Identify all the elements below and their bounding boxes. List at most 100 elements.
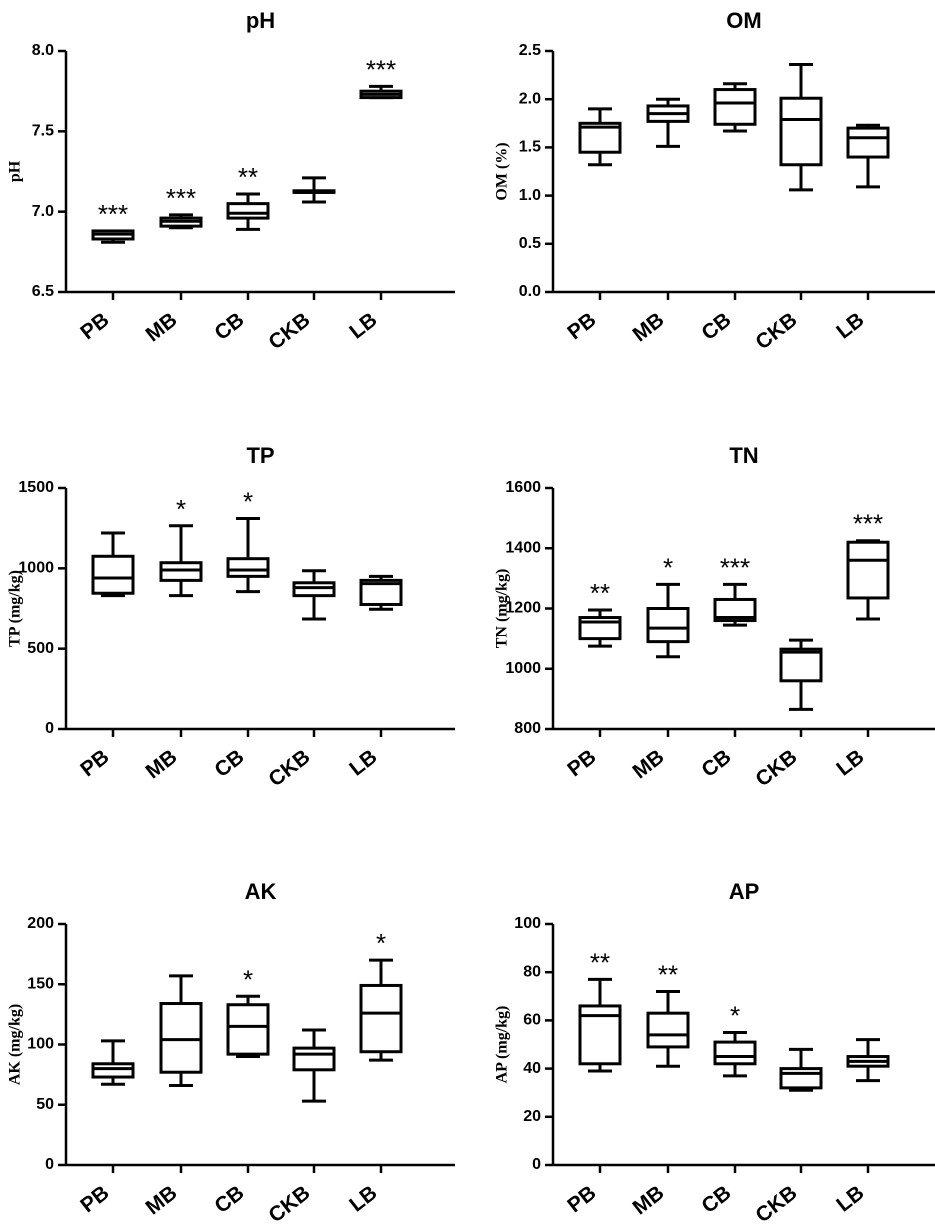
x-tick-label: CB bbox=[697, 745, 735, 782]
chart-title-tp: TP bbox=[246, 443, 274, 468]
significance-marker: * bbox=[243, 964, 253, 994]
box-ak-pb bbox=[91, 1039, 135, 1086]
chart-panel-tn: TN TN (mg/kg) 800 1000 1200 1400 1600 PB ** MB * CB… bbox=[494, 443, 935, 791]
box-ap-cb bbox=[713, 1030, 757, 1078]
significance-marker: * bbox=[663, 552, 673, 582]
y-tick-label: 1000 bbox=[505, 660, 541, 677]
iqr-box bbox=[159, 1002, 203, 1074]
y-tick-label: 50 bbox=[36, 1096, 54, 1113]
box-ph-ckb bbox=[292, 176, 336, 204]
box-tp-cb bbox=[226, 517, 270, 594]
box-tn-pb bbox=[578, 608, 622, 648]
y-tick-label: 500 bbox=[27, 640, 54, 657]
chart-panel-ap: AP AP (mg/kg) 0 20 40 60 80 100 PB ** MB ** CB * CKB LB bbox=[494, 879, 935, 1227]
significance-marker: *** bbox=[720, 552, 750, 582]
box-ph-cb bbox=[226, 192, 270, 231]
iqr-box bbox=[359, 983, 403, 1054]
x-tick-label: MB bbox=[142, 1181, 182, 1219]
box-tn-ckb bbox=[779, 638, 823, 711]
y-tick-label: 1400 bbox=[505, 539, 541, 556]
x-tick-label: CB bbox=[697, 308, 735, 345]
chart-title-ph: pH bbox=[246, 8, 275, 33]
iqr-box bbox=[91, 554, 135, 595]
box-om-pb bbox=[578, 107, 622, 167]
y-axis-label-ap: AP (mg/kg) bbox=[494, 1006, 511, 1084]
y-tick-label: 0 bbox=[532, 1156, 541, 1173]
x-tick-label: PB bbox=[563, 745, 600, 781]
y-tick-label: 2.0 bbox=[519, 90, 541, 107]
y-tick-label: 8.0 bbox=[32, 42, 54, 59]
x-tick-label: CB bbox=[210, 745, 248, 782]
iqr-box bbox=[91, 1062, 135, 1079]
chart-panel-om: OM OM (%) 0.0 0.5 1.0 1.5 2.0 2.5 PB MB CB CKB LB bbox=[494, 8, 935, 354]
iqr-box bbox=[226, 202, 270, 220]
x-tick-label: PB bbox=[76, 308, 113, 344]
iqr-box bbox=[292, 1046, 336, 1072]
significance-marker: *** bbox=[166, 183, 196, 213]
iqr-box bbox=[292, 581, 336, 598]
y-tick-label: 0.5 bbox=[519, 235, 541, 252]
x-tick-label: CKB bbox=[264, 745, 314, 791]
box-tn-mb bbox=[646, 582, 690, 659]
iqr-box bbox=[226, 1003, 270, 1056]
y-tick-label: 0 bbox=[45, 720, 54, 737]
box-tp-mb bbox=[159, 524, 203, 598]
box-ap-ckb bbox=[779, 1047, 823, 1092]
x-tick-label: CB bbox=[210, 1181, 248, 1218]
y-tick-label: 60 bbox=[523, 1012, 541, 1029]
iqr-box bbox=[779, 1067, 823, 1090]
y-tick-label: 1000 bbox=[18, 560, 54, 577]
x-tick-label: LB bbox=[832, 1181, 868, 1216]
significance-marker: * bbox=[730, 1000, 740, 1030]
x-tick-label: MB bbox=[629, 1181, 669, 1219]
x-tick-label: PB bbox=[563, 1181, 600, 1217]
iqr-box bbox=[226, 557, 270, 578]
iqr-box bbox=[846, 126, 890, 159]
chart-title-om: OM bbox=[726, 8, 761, 33]
x-tick-label: MB bbox=[142, 745, 182, 783]
y-tick-label: 200 bbox=[27, 915, 54, 932]
significance-marker: ** bbox=[658, 959, 678, 989]
significance-marker: ** bbox=[238, 162, 258, 192]
iqr-box bbox=[779, 647, 823, 683]
y-axis-label-tn: TN (mg/kg) bbox=[494, 569, 511, 649]
iqr-box bbox=[713, 597, 757, 623]
significance-marker: *** bbox=[98, 199, 128, 229]
significance-marker: ** bbox=[590, 947, 610, 977]
iqr-box bbox=[846, 540, 890, 600]
iqr-box bbox=[713, 1040, 757, 1066]
box-tp-ckb bbox=[292, 569, 336, 621]
x-tick-label: LB bbox=[345, 308, 381, 343]
iqr-box bbox=[646, 1011, 690, 1049]
x-tick-label: LB bbox=[345, 745, 381, 780]
y-tick-label: 0.0 bbox=[519, 283, 541, 300]
y-tick-label: 1500 bbox=[18, 479, 54, 496]
y-tick-label: 80 bbox=[523, 963, 541, 980]
y-tick-label: 2.5 bbox=[519, 42, 541, 59]
x-tick-label: CB bbox=[697, 1181, 735, 1218]
significance-marker: *** bbox=[366, 54, 396, 84]
x-tick-label: PB bbox=[76, 1181, 113, 1217]
y-tick-label: 0 bbox=[45, 1156, 54, 1173]
x-tick-label: LB bbox=[832, 308, 868, 343]
y-axis-label-ak: AK (mg/kg) bbox=[7, 1004, 24, 1085]
box-ap-lb bbox=[846, 1038, 890, 1083]
y-tick-label: 100 bbox=[514, 915, 541, 932]
box-tp-lb bbox=[359, 574, 403, 611]
iqr-box bbox=[779, 96, 823, 167]
box-tn-cb bbox=[713, 582, 757, 627]
significance-marker: * bbox=[376, 928, 386, 958]
x-tick-label: CKB bbox=[264, 1181, 314, 1227]
box-ap-mb bbox=[646, 989, 690, 1068]
y-axis-label-ph: pH bbox=[7, 160, 24, 182]
box-om-cb bbox=[713, 82, 757, 133]
box-ap-pb bbox=[578, 977, 622, 1073]
y-tick-label: 1.0 bbox=[519, 187, 541, 204]
y-tick-label: 100 bbox=[27, 1036, 54, 1053]
y-tick-label: 1200 bbox=[505, 600, 541, 617]
x-tick-label: MB bbox=[142, 308, 182, 346]
significance-marker: * bbox=[176, 494, 186, 524]
y-tick-label: 20 bbox=[523, 1108, 541, 1125]
box-ph-pb bbox=[91, 229, 135, 244]
